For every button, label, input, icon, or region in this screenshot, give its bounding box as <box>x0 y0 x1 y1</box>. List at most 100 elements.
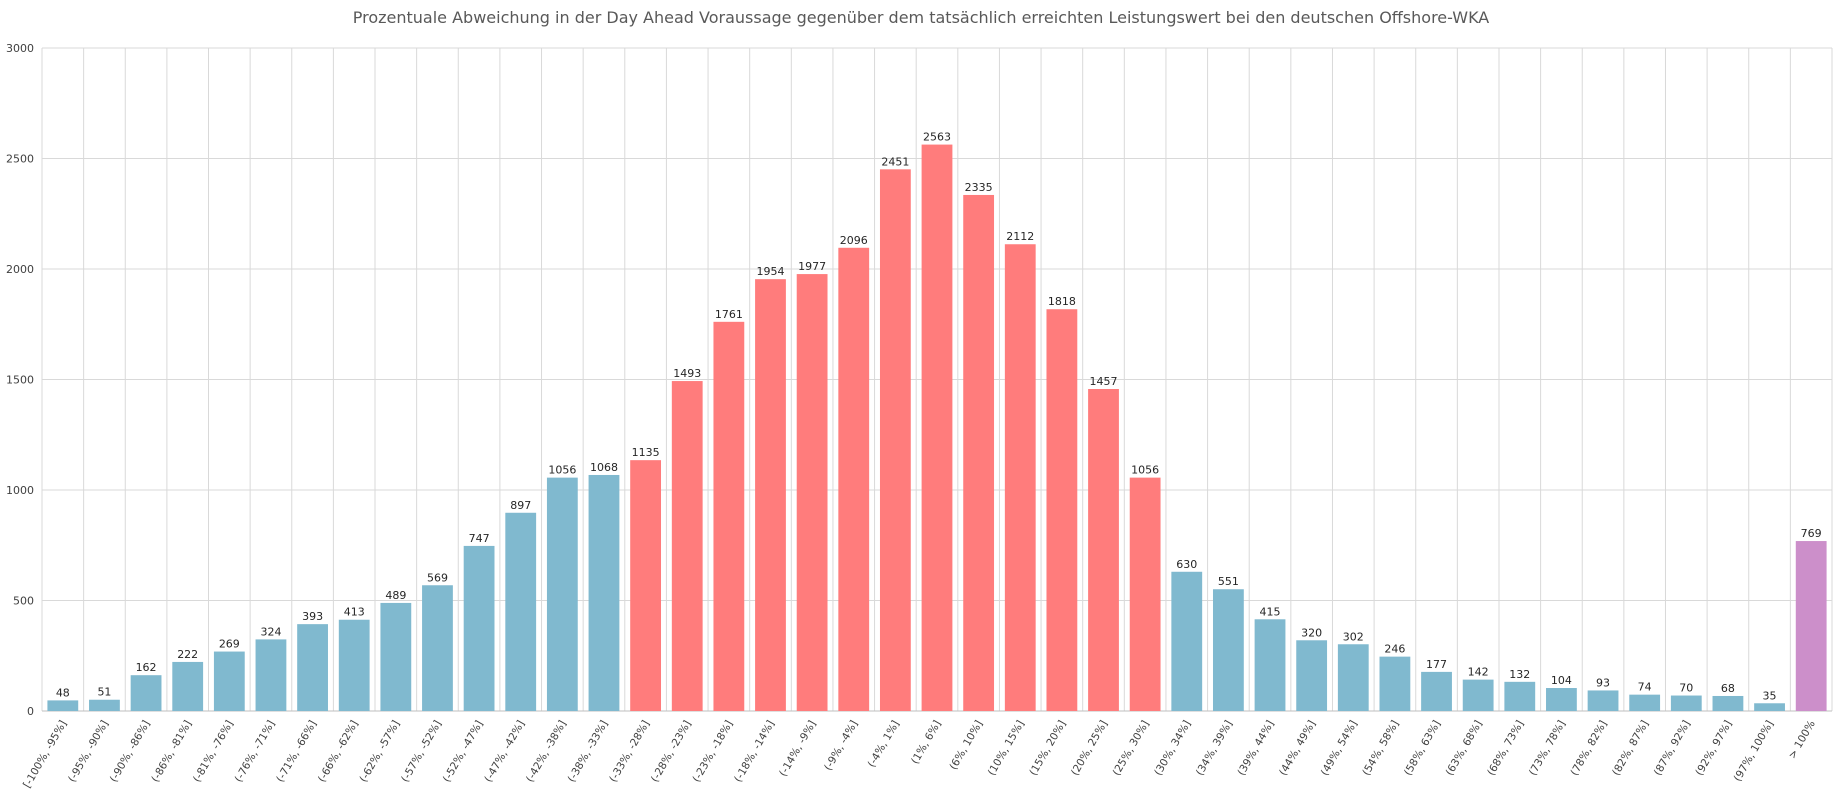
x-tick-label: (-28%, -23%] <box>649 719 694 785</box>
bar <box>796 274 828 711</box>
x-tick-label: (-95%, -90%] <box>66 719 111 785</box>
bar-value-label: 35 <box>1763 689 1777 702</box>
x-tick-label: (73%, 78%] <box>1527 719 1568 778</box>
x-tick-label: (87%, 92%] <box>1652 719 1693 778</box>
bar <box>1046 309 1078 711</box>
bar-value-label: 177 <box>1426 658 1447 671</box>
bar <box>255 639 287 711</box>
bar <box>838 247 870 711</box>
x-tick-label: (-4%, 1%] <box>866 719 902 770</box>
bar-value-label: 246 <box>1384 643 1405 656</box>
x-tick-label: (25%, 30%] <box>1111 719 1152 778</box>
bar-value-label: 489 <box>385 589 406 602</box>
x-tick-label: (20%, 25%] <box>1069 719 1110 778</box>
y-tick-label: 3000 <box>6 42 34 55</box>
bar <box>1171 571 1203 711</box>
y-tick-label: 2000 <box>6 263 34 276</box>
bar <box>297 624 328 711</box>
chart-title: Prozentuale Abweichung in der Day Ahead … <box>352 8 1490 27</box>
bar-value-label: 70 <box>1679 682 1693 695</box>
bar-value-label: 1954 <box>756 265 784 278</box>
bar-value-label: 162 <box>136 661 157 674</box>
x-tick-label: (-33%, -28%] <box>607 719 652 785</box>
bar <box>1421 671 1452 711</box>
bar <box>1462 679 1494 711</box>
bar <box>921 144 953 711</box>
bar <box>213 651 245 711</box>
bar <box>630 460 662 711</box>
bar-value-label: 2096 <box>840 234 868 247</box>
bar-value-label: 222 <box>177 648 198 661</box>
x-tick-label: (15%, 20%] <box>1027 719 1068 778</box>
bar <box>1504 681 1536 711</box>
bar-value-label: 1818 <box>1048 295 1076 308</box>
bar-value-label: 269 <box>219 638 240 651</box>
bar-value-label: 74 <box>1638 681 1652 694</box>
x-tick-label: (30%, 34%] <box>1152 719 1193 778</box>
bar-value-label: 302 <box>1343 630 1364 643</box>
bar-value-label: 569 <box>427 571 448 584</box>
x-tick-label: (-38%, -33%] <box>566 719 611 785</box>
bar-value-label: 320 <box>1301 626 1322 639</box>
x-tick-label: (-42%, -38%] <box>524 719 569 785</box>
bar-value-label: 1135 <box>632 446 660 459</box>
bar-value-label: 551 <box>1218 575 1239 588</box>
bar-value-label: 1493 <box>673 367 701 380</box>
x-tick-label: (-47%, -42%] <box>482 719 527 785</box>
bar <box>1546 688 1577 711</box>
bar <box>380 602 412 711</box>
x-tick-label: (-23%, -18%] <box>691 719 736 785</box>
x-tick-label: (-66%, -62%] <box>316 719 361 785</box>
bar-value-label: 2451 <box>881 155 909 168</box>
bar-value-label: 1977 <box>798 260 826 273</box>
bar <box>1795 541 1827 711</box>
bar <box>1088 389 1119 711</box>
bar <box>963 194 995 712</box>
bar-value-label: 1056 <box>548 464 576 477</box>
x-tick-label: (49%, 54%] <box>1319 719 1360 778</box>
bar <box>505 512 537 711</box>
x-tick-label: (-57%, -52%] <box>399 719 444 785</box>
bar-value-label: 48 <box>56 686 70 699</box>
x-tick-label: (-86%, -81%] <box>149 719 194 785</box>
bar <box>422 585 453 711</box>
bar <box>1296 640 1328 711</box>
bar <box>1629 694 1661 711</box>
bar <box>546 477 578 711</box>
bar <box>47 700 79 711</box>
x-tick-label: (58%, 63%] <box>1402 719 1443 778</box>
x-tick-label: (82%, 87%] <box>1610 719 1651 778</box>
x-tick-label: [-100%, -95%] <box>21 719 69 791</box>
bar-value-label: 769 <box>1801 527 1822 540</box>
x-tick-label: (-76%, -71%] <box>233 719 278 785</box>
bar <box>172 661 204 711</box>
x-tick-label: (-81%, -76%] <box>191 719 236 785</box>
x-tick-label: (-62%, -57%] <box>357 719 402 785</box>
bar-value-label: 897 <box>510 499 531 512</box>
x-tick-label: (92%, 97%] <box>1693 719 1734 778</box>
y-tick-label: 2500 <box>6 153 34 166</box>
x-tick-label: (63%, 68%] <box>1444 719 1485 778</box>
bar-value-label: 1056 <box>1131 464 1159 477</box>
bar-value-label: 2335 <box>965 181 993 194</box>
bar <box>130 675 162 711</box>
bar-value-label: 93 <box>1596 676 1610 689</box>
bar-value-label: 51 <box>97 686 111 699</box>
y-tick-label: 1500 <box>6 374 34 387</box>
x-tick-label: (6%, 10%] <box>947 719 985 773</box>
bar <box>1670 695 1702 711</box>
bar-value-label: 142 <box>1468 666 1489 679</box>
bar-value-label: 630 <box>1176 558 1197 571</box>
bar-value-label: 68 <box>1721 682 1735 695</box>
bar-value-label: 747 <box>469 532 490 545</box>
x-tick-label: (1%, 6%] <box>909 719 943 767</box>
x-tick-label: > 100% <box>1786 718 1817 761</box>
bar <box>879 169 911 712</box>
bar <box>1212 589 1244 711</box>
bar-value-label: 2563 <box>923 131 951 144</box>
x-tick-label: (-52%, -47%] <box>441 719 486 785</box>
bar <box>1004 244 1036 712</box>
bar-value-label: 2112 <box>1006 230 1034 243</box>
